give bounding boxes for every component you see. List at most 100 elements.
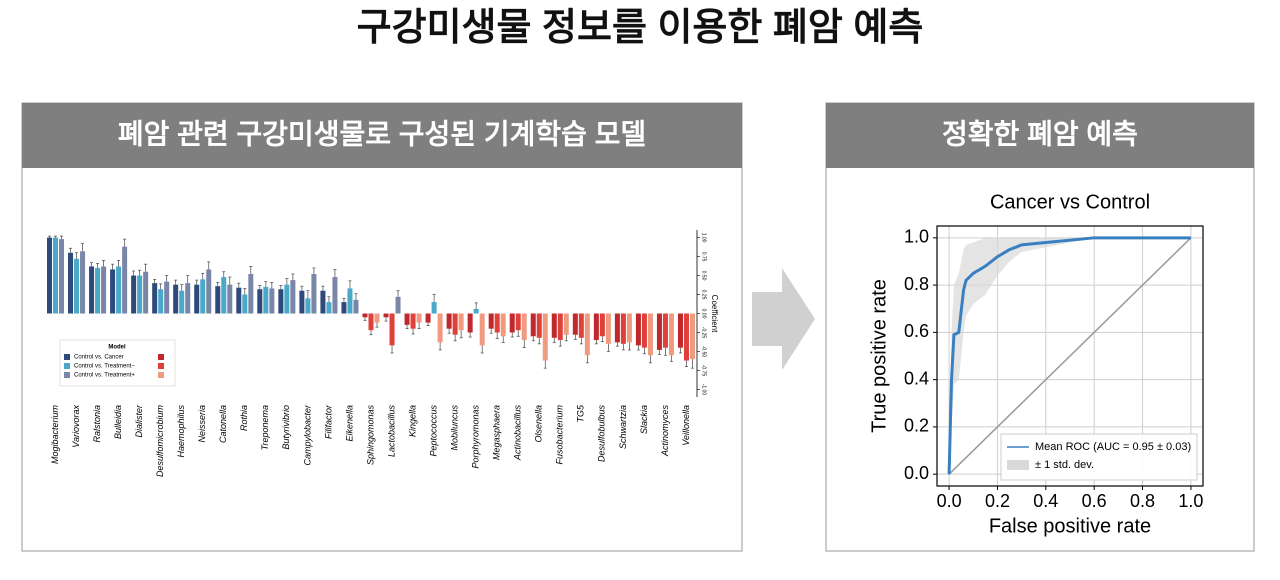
bar <box>47 237 53 314</box>
bar <box>551 313 557 338</box>
bar <box>467 313 473 333</box>
bar <box>242 294 248 314</box>
x-tick-label: 0.2 <box>985 491 1010 511</box>
bar <box>572 313 578 335</box>
x-tick-label: Actinomyces <box>660 405 670 458</box>
bar <box>194 284 200 314</box>
bar <box>320 290 326 314</box>
bar <box>410 313 416 329</box>
legend-box <box>59 339 176 387</box>
left-panel <box>21 102 743 552</box>
x-tick-label: Veillonella <box>681 405 691 446</box>
y-tick-label: 0.8 <box>904 274 929 294</box>
bar <box>605 313 611 344</box>
bar <box>68 252 74 314</box>
bar <box>173 284 179 314</box>
bar <box>200 279 206 314</box>
bar <box>368 313 374 331</box>
bar <box>500 313 506 337</box>
x-tick-label: Sphingomonas <box>365 405 375 466</box>
std-band <box>949 237 1191 475</box>
x-tick-label: Lactobacillus <box>386 405 396 458</box>
bar <box>536 313 542 338</box>
right-panel-title: 정확한 폐암 예측 <box>942 118 1138 149</box>
legend-title: Model <box>108 345 126 351</box>
x-tick-label: Desulfobulbus <box>597 405 607 463</box>
bar <box>473 308 479 314</box>
x-tick-label: Mogibacterium <box>50 405 60 465</box>
y-tick-label: -0.25 <box>701 327 707 339</box>
y-tick-label: 0.6 <box>904 321 929 341</box>
bar <box>458 313 464 331</box>
bar <box>257 289 263 314</box>
bar <box>305 298 311 314</box>
bar <box>101 266 107 314</box>
right-panel-header <box>826 103 1254 168</box>
chart-title: Cancer vs Control <box>990 191 1150 213</box>
x-tick-label: Desulfomicrobium <box>155 405 165 478</box>
bar <box>206 269 212 314</box>
bar <box>152 283 158 314</box>
bar <box>626 313 632 343</box>
legend-label: Mean ROC (AUC = 0.95 ± 0.03) <box>1035 441 1191 453</box>
x-tick-label: Peptococcus <box>428 405 438 457</box>
y-tick-label: -0.50 <box>701 346 707 358</box>
bar <box>158 289 164 314</box>
arrow <box>752 268 815 370</box>
bar <box>689 313 695 360</box>
bar <box>494 313 500 333</box>
bar <box>446 313 452 329</box>
legend-label: Control vs. Cancer <box>74 355 124 361</box>
bar <box>389 313 395 346</box>
bar <box>263 286 269 314</box>
bar <box>269 288 275 314</box>
x-tick-label: 0.8 <box>1130 491 1155 511</box>
bar <box>437 313 443 343</box>
x-tick-label: TG5 <box>576 404 586 422</box>
x-tick-label: 0.6 <box>1082 491 1107 511</box>
bar <box>620 313 626 344</box>
x-tick-label: Bulleidia <box>113 405 123 439</box>
x-tick-label: Porphyromonas <box>471 405 481 469</box>
y-axis-label: True positive rate <box>868 279 890 433</box>
bar <box>509 313 515 333</box>
bar <box>683 313 689 361</box>
plot-frame <box>936 225 1204 487</box>
bar <box>431 302 437 314</box>
legend-box <box>1000 433 1198 481</box>
y-tick-label: 0.0 <box>904 463 929 483</box>
bar <box>341 302 347 314</box>
bar <box>227 284 233 314</box>
bar <box>53 237 59 314</box>
bar <box>164 281 170 314</box>
bar <box>221 277 227 314</box>
x-tick-label: Campylobacter <box>302 404 312 466</box>
legend-label: Control vs. Treatment+ <box>74 373 135 379</box>
x-tick-label: Olsenella <box>534 405 544 443</box>
bar <box>137 275 143 314</box>
bar <box>641 313 647 348</box>
x-tick-label: Butyrivibrio <box>281 405 291 450</box>
bar <box>479 313 485 346</box>
left-panel-title: 폐암 관련 구강미생물로 구성된 기계학습 모델 <box>118 118 646 149</box>
legend-swatch <box>158 372 164 378</box>
bar <box>488 313 494 329</box>
y-tick-label: 0.25 <box>701 290 707 300</box>
x-tick-label: Filifactor <box>323 404 333 439</box>
bar <box>656 313 662 350</box>
y-tick-label: 0.2 <box>904 416 929 436</box>
bar <box>185 283 191 314</box>
y-tick-label: 0.75 <box>701 252 707 262</box>
x-tick-label: Slackia <box>639 405 649 434</box>
bar <box>326 302 332 314</box>
x-tick-label: Schwartzia <box>618 405 628 449</box>
x-tick-label: Variovorax <box>71 405 81 448</box>
legend-swatch <box>64 372 70 378</box>
bar <box>59 239 65 314</box>
bar <box>416 313 422 323</box>
x-tick-label: Haemophilus <box>176 405 186 458</box>
legend-swatch <box>158 354 164 360</box>
bar <box>332 277 338 314</box>
